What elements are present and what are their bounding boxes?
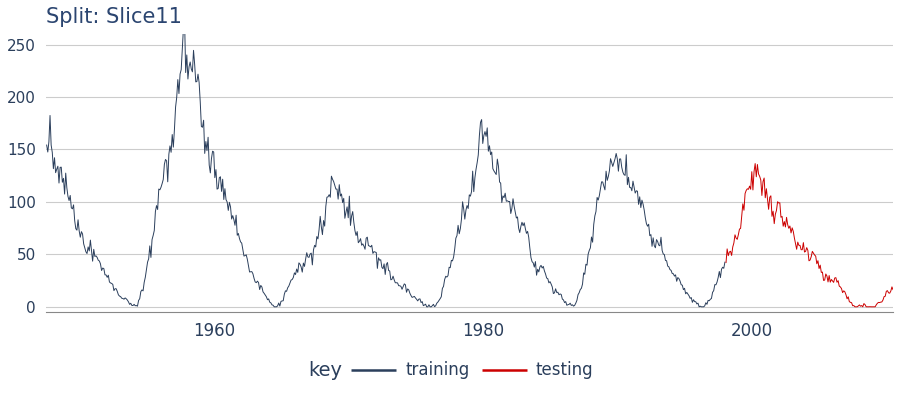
Text: training: training [405, 361, 469, 379]
Text: key: key [308, 361, 342, 380]
Text: Split: Slice11: Split: Slice11 [46, 7, 182, 27]
Text: testing: testing [536, 361, 593, 379]
